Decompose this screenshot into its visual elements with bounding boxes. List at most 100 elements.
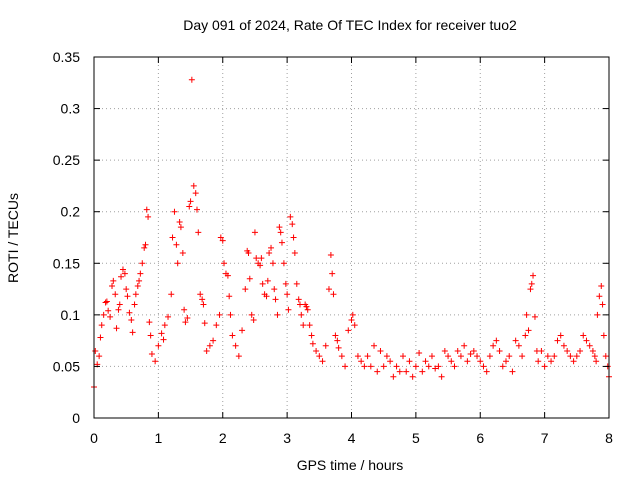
data-point: [110, 277, 117, 284]
data-point: [148, 351, 155, 358]
data-point: [523, 311, 530, 318]
data-point: [203, 347, 210, 354]
data-point: [451, 363, 458, 370]
data-point: [297, 301, 303, 308]
data-point: [158, 330, 165, 337]
data-point: [306, 322, 313, 329]
data-point: [412, 363, 419, 370]
data-point: [128, 317, 135, 324]
data-point: [113, 325, 120, 332]
data-point: [490, 342, 497, 349]
data-point: [248, 311, 255, 318]
data-point: [400, 353, 406, 360]
data-point: [227, 311, 234, 318]
data-point: [257, 262, 264, 269]
x-tick-label: 3: [283, 430, 291, 446]
data-point: [380, 363, 387, 370]
data-point: [121, 270, 128, 277]
data-point: [435, 363, 442, 370]
data-point: [589, 347, 596, 354]
data-point: [371, 342, 378, 349]
data-point: [515, 342, 522, 349]
data-point: [422, 358, 429, 365]
data-point: [132, 291, 139, 298]
data-point: [454, 347, 461, 354]
data-point: [335, 344, 342, 351]
data-point: [577, 347, 584, 354]
y-tick-label: 0.3: [61, 101, 81, 117]
data-point: [272, 296, 279, 303]
data-point: [425, 363, 432, 370]
data-point: [195, 229, 202, 236]
data-point: [246, 275, 253, 282]
x-tick-label: 2: [219, 430, 227, 446]
data-point: [557, 332, 564, 339]
data-point: [464, 358, 471, 365]
data-point: [284, 291, 291, 298]
data-point: [374, 368, 381, 375]
data-point: [245, 249, 252, 256]
data-point: [217, 234, 224, 241]
x-tick-label: 6: [476, 430, 484, 446]
chart-title: Day 091 of 2024, Rate Of TEC Index for r…: [183, 17, 517, 33]
data-point: [192, 190, 199, 197]
data-point: [531, 313, 538, 320]
data-point: [229, 332, 236, 339]
data-point: [474, 353, 481, 360]
data-point: [276, 224, 283, 231]
data-point: [235, 353, 242, 360]
x-tick-label: 0: [90, 430, 98, 446]
data-point: [221, 260, 228, 267]
data-point: [171, 208, 178, 215]
data-point: [147, 332, 154, 339]
data-point: [177, 224, 184, 231]
data-point: [206, 342, 213, 349]
data-point: [92, 347, 99, 354]
data-point: [303, 303, 310, 310]
data-point: [274, 311, 281, 318]
data-point: [342, 363, 349, 370]
data-point: [554, 337, 561, 344]
data-points: [91, 76, 612, 391]
data-point: [253, 255, 260, 262]
data-point: [573, 353, 580, 360]
data-point: [137, 270, 144, 277]
data-point: [161, 322, 168, 329]
data-point: [295, 296, 302, 303]
data-point: [319, 358, 326, 365]
data-point: [525, 327, 532, 334]
data-point: [483, 368, 490, 375]
data-point: [367, 363, 374, 370]
data-point: [580, 332, 587, 339]
data-point: [570, 358, 577, 365]
data-point: [564, 347, 571, 354]
data-point: [486, 353, 493, 360]
data-point: [105, 307, 112, 314]
data-point: [289, 221, 296, 228]
data-point: [599, 301, 606, 308]
data-point: [145, 213, 152, 220]
data-point: [432, 365, 439, 372]
x-axis-label: GPS time / hours: [297, 457, 404, 473]
data-point: [219, 237, 226, 244]
data-point: [541, 363, 548, 370]
data-point: [351, 322, 358, 329]
data-point: [168, 291, 175, 298]
data-point: [187, 198, 194, 205]
data-point: [239, 327, 246, 334]
y-tick-label: 0: [72, 410, 80, 426]
data-point: [136, 277, 143, 284]
data-point: [332, 332, 339, 339]
data-point: [143, 206, 150, 213]
data-point: [263, 293, 270, 300]
data-point: [535, 358, 542, 365]
data-point: [134, 282, 141, 289]
data-point: [506, 353, 513, 360]
data-point: [176, 219, 183, 226]
data-point: [181, 306, 188, 313]
data-point: [96, 353, 103, 360]
data-point: [551, 353, 558, 360]
data-point: [522, 332, 529, 339]
data-point: [594, 311, 601, 318]
